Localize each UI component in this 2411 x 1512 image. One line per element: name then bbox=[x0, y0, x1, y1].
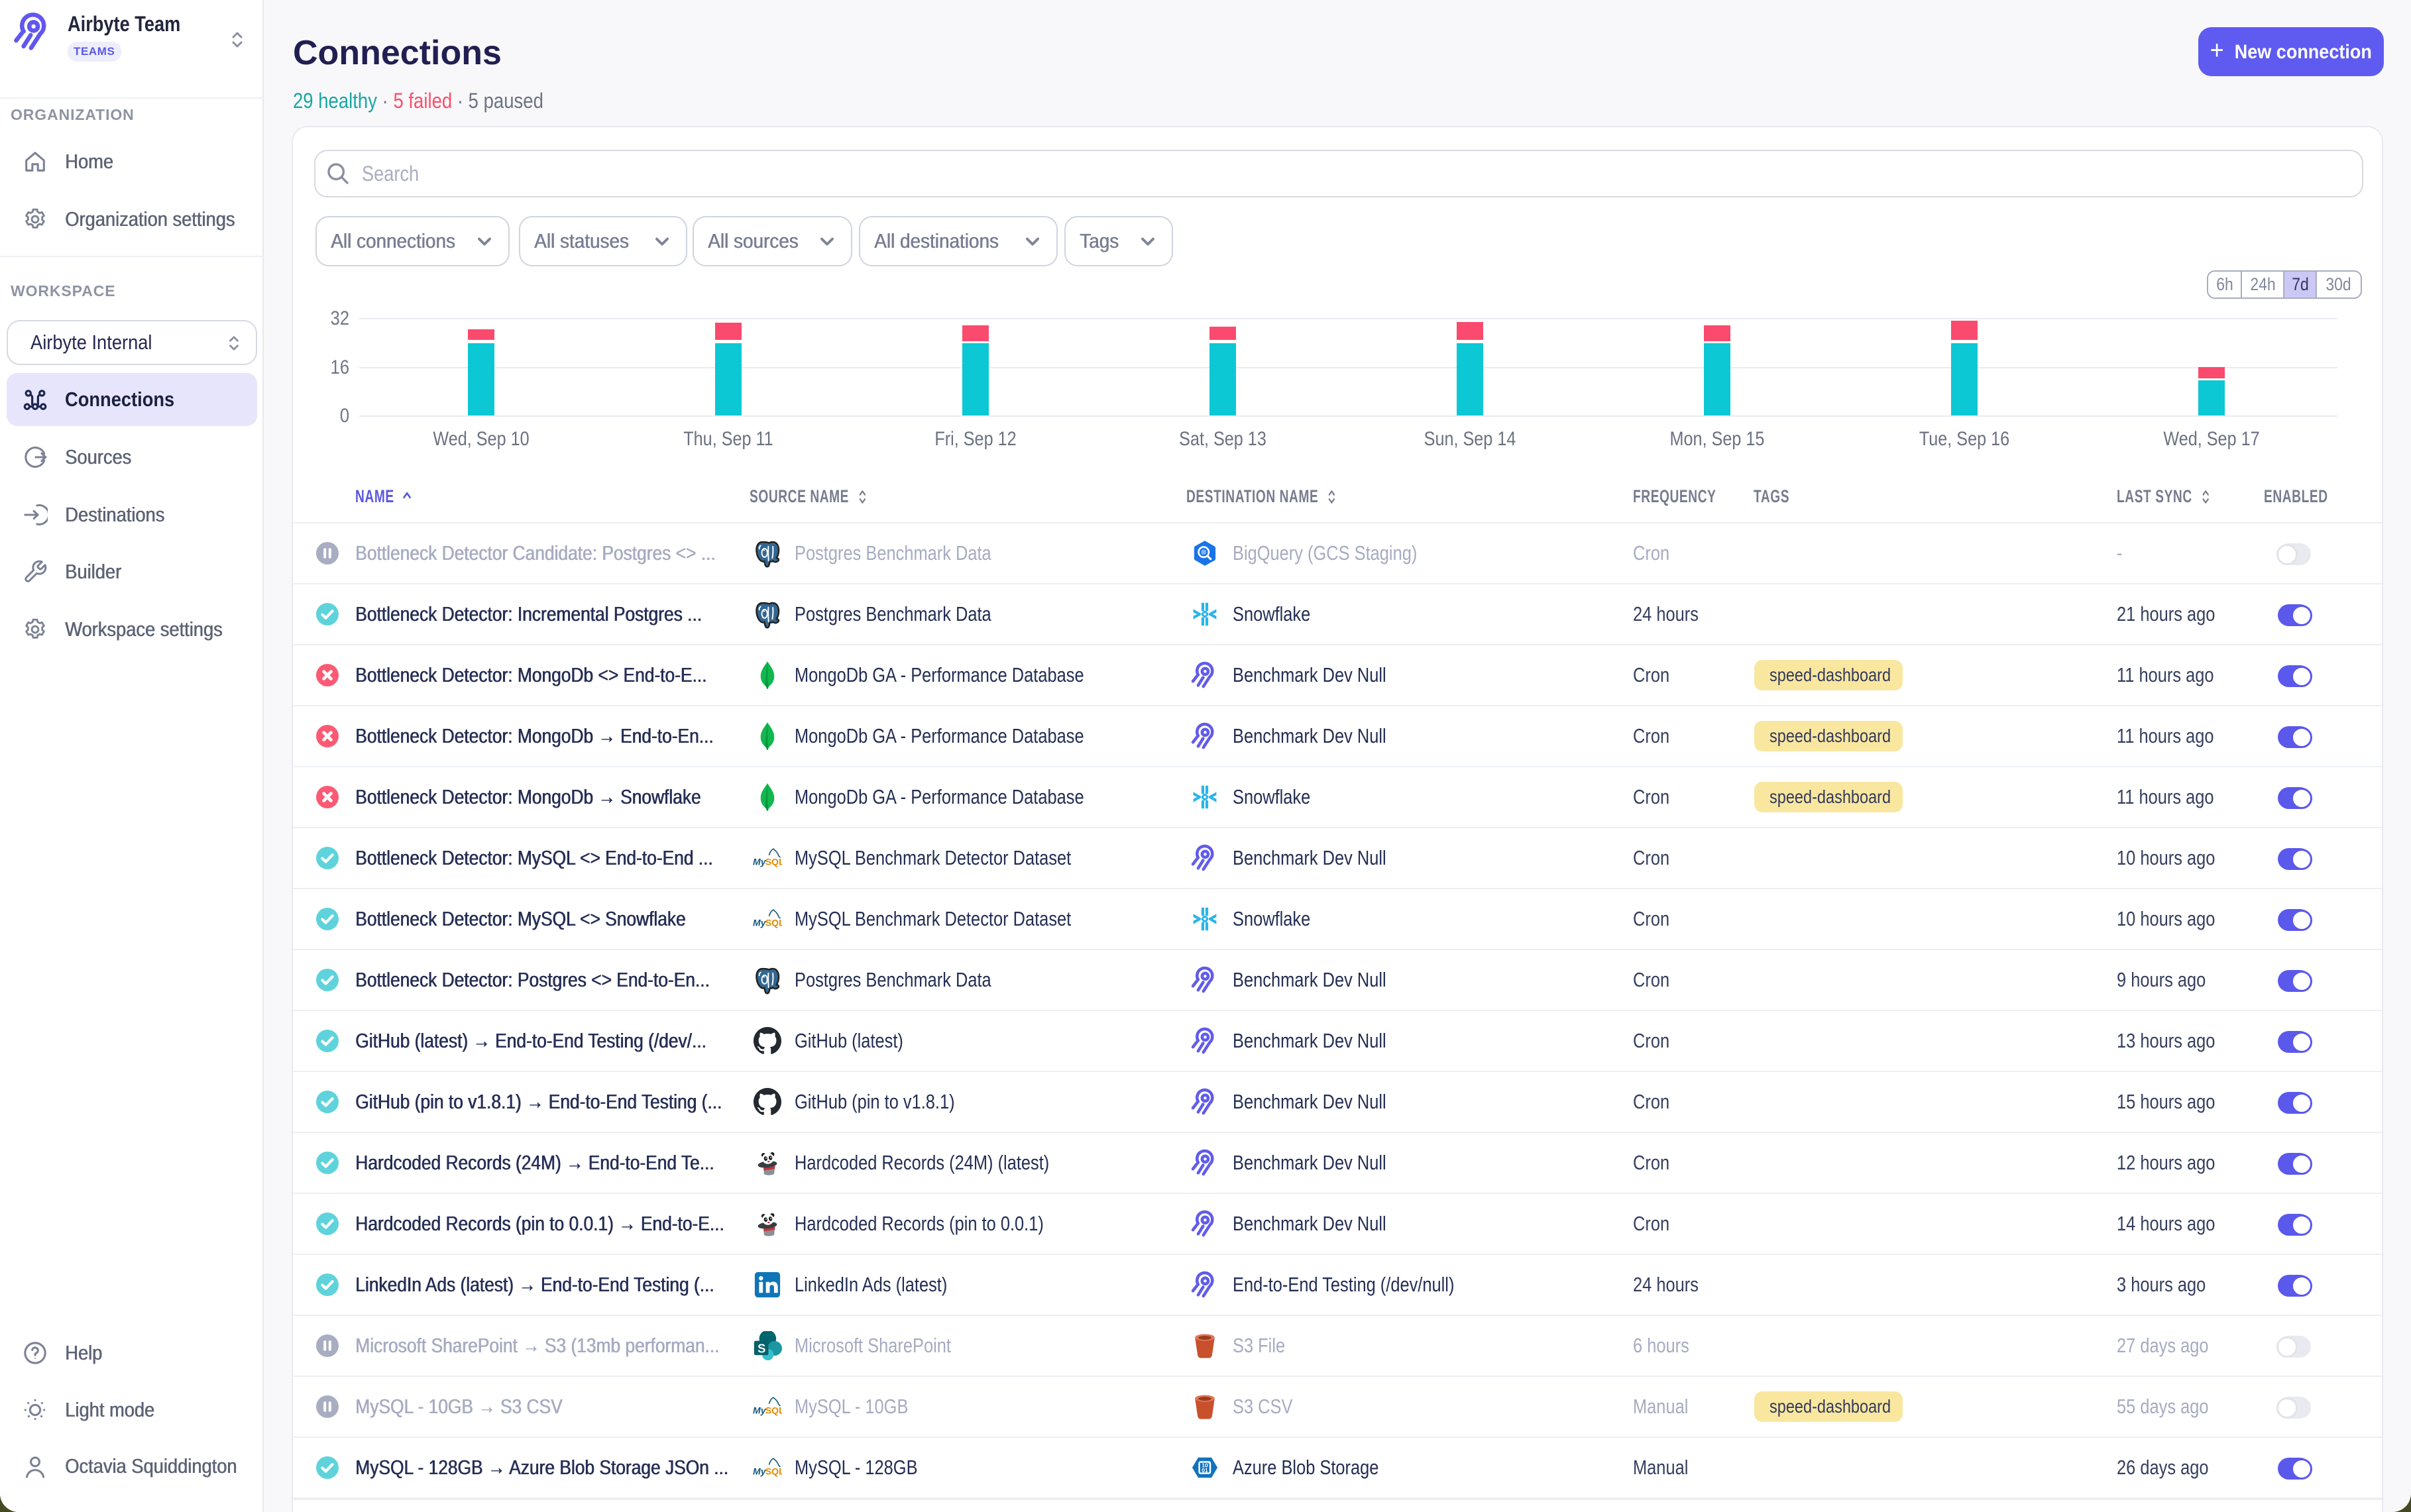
svg-text:SQL.: SQL. bbox=[765, 917, 782, 928]
svg-text:SQL.: SQL. bbox=[765, 1466, 782, 1476]
svg-text:My: My bbox=[753, 856, 767, 867]
svg-text:SQL.: SQL. bbox=[765, 856, 782, 867]
svg-text:My: My bbox=[753, 917, 767, 928]
svg-text:SQL.: SQL. bbox=[765, 1405, 782, 1415]
svg-text:10: 10 bbox=[1202, 1462, 1208, 1469]
svg-text:My: My bbox=[753, 1466, 767, 1476]
svg-text:01: 01 bbox=[1202, 1467, 1208, 1474]
svg-text:S: S bbox=[757, 1341, 765, 1355]
svg-text:My: My bbox=[753, 1405, 767, 1415]
